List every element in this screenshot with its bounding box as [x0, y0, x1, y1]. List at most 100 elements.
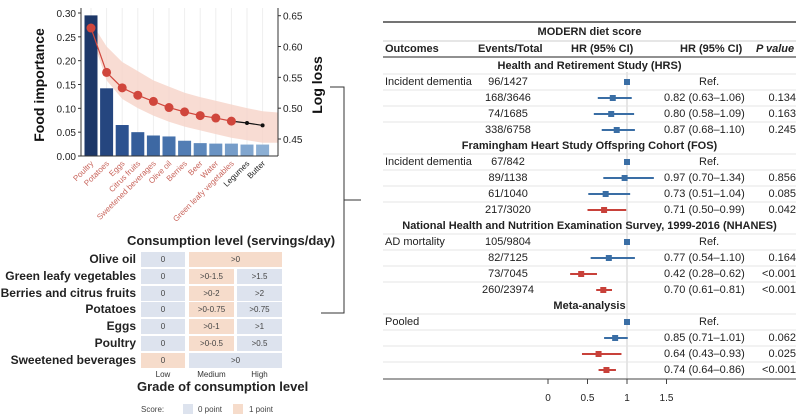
bar-butter [256, 144, 270, 156]
hr-marker [612, 335, 619, 341]
y2-tick-label: 0.55 [283, 73, 303, 84]
legend-label-1: 1 point [249, 405, 274, 414]
p-value: 0.134 [768, 92, 796, 104]
y-axis-title: Food importance [31, 28, 47, 142]
events-total: 168/3646 [485, 92, 531, 104]
x-tick-label: Butter [246, 159, 268, 181]
column-header: HR (95% CI) [680, 43, 743, 55]
group-header: Meta-analysis [553, 300, 626, 312]
hr-marker [601, 207, 608, 213]
bar-olive-oil [162, 136, 176, 156]
hr-text: 0.82 (0.63–1.06) [664, 92, 745, 104]
hr-marker [602, 191, 609, 197]
bar-sweetened-beverages [146, 135, 160, 156]
column-header: P value [756, 43, 795, 55]
hr-text: 0.97 (0.70–1.34) [664, 172, 745, 184]
bracket [321, 86, 345, 314]
score-cell: >0.75 [237, 302, 282, 318]
y-tick-label: 0.05 [57, 128, 77, 139]
log-loss-point [260, 123, 265, 128]
events-total: 338/6758 [485, 124, 531, 136]
hr-marker [613, 127, 620, 133]
p-value: <0.001 [762, 268, 796, 280]
hr-text: 0.87 (0.68–1.10) [664, 124, 745, 136]
log-loss-point [195, 111, 205, 121]
events-total: 89/1138 [488, 172, 528, 184]
bar-potatoes [100, 88, 114, 156]
score-cell: >0.5 [237, 336, 282, 351]
y-tick-label: 0.30 [57, 9, 77, 20]
events-total: 105/9804 [485, 236, 531, 248]
legend-title: Score: [141, 405, 165, 414]
score-cell: >0-2 [189, 285, 234, 301]
y-tick-label: 0.00 [57, 152, 77, 163]
p-value: <0.001 [762, 284, 796, 296]
row-label-berries-and-citrus-fruits: Berries and citrus fruits [0, 285, 136, 300]
bar-beer [193, 143, 207, 156]
hr-marker [621, 175, 628, 181]
score-cell: 0 [141, 319, 185, 335]
hr-text: 0.42 (0.28–0.62) [664, 268, 745, 280]
p-value: 0.042 [768, 204, 796, 216]
y2-tick-label: 0.50 [283, 104, 303, 115]
score-cell: >1 [237, 319, 282, 335]
score-cell: 0 [141, 285, 185, 301]
hr-marker [624, 319, 630, 325]
events-total: 96/1427 [488, 76, 528, 88]
hr-text: Ref. [699, 316, 720, 328]
forest-title: MODERN diet score [537, 26, 642, 38]
x-tick-label: 1.5 [660, 393, 674, 404]
log-loss-point [148, 96, 158, 106]
bar-poultry [84, 15, 98, 157]
column-header: Outcomes [385, 43, 439, 55]
log-loss-point [117, 83, 127, 93]
group-header: Health and Retirement Study (HRS) [497, 60, 682, 72]
p-value: 0.245 [768, 124, 796, 136]
p-value: 0.163 [768, 108, 796, 120]
score-cell: >0-1.5 [189, 268, 234, 284]
events-total: 73/7045 [488, 268, 528, 280]
y2-tick-label: 0.60 [283, 43, 303, 54]
x-tick-label: 0.5 [581, 393, 595, 404]
y2-tick-label: 0.45 [283, 135, 303, 146]
outcome-label: Pooled [385, 316, 420, 328]
hr-marker [624, 79, 630, 85]
log-loss-point [245, 120, 249, 125]
hr-text: 0.70 (0.61–0.81) [664, 284, 745, 296]
bar-legumes [240, 144, 254, 156]
hr-marker [605, 255, 612, 261]
p-value: <0.001 [762, 364, 796, 376]
legend-label-0: 0 point [198, 405, 223, 414]
consumption-title: Consumption level (servings/day) [127, 233, 336, 248]
y-tick-label: 0.15 [57, 81, 77, 92]
column-label-medium: Medium [197, 370, 226, 379]
score-cell: >2 [237, 285, 282, 301]
legend-swatch-1 [233, 404, 243, 414]
hr-text: Ref. [699, 76, 720, 88]
hr-marker [624, 159, 630, 165]
log-loss-point [133, 90, 143, 100]
p-value: 0.164 [768, 252, 796, 264]
row-label-green-leafy-vegetables: Green leafy vegetables [5, 268, 136, 283]
p-value: 0.025 [768, 348, 796, 360]
log-loss-point [211, 113, 221, 123]
hr-marker [600, 287, 607, 293]
row-label-sweetened-beverages: Sweetened beverages [10, 352, 136, 367]
outcome-label: Incident dementia [385, 156, 472, 168]
score-cell: 0 [141, 302, 185, 318]
events-total: 74/1685 [488, 108, 528, 120]
y-tick-label: 0.20 [57, 57, 77, 68]
row-label-potatoes: Potatoes [85, 302, 136, 317]
bar-citrus-fruits [131, 132, 145, 156]
column-header: Events/Total [478, 43, 543, 55]
column-label-low: Low [155, 370, 171, 379]
y2-axis-title: Log loss [309, 56, 325, 114]
score-cell: 0 [141, 336, 185, 351]
x-tick-label: 1 [624, 393, 630, 404]
hr-text: 0.77 (0.54–1.10) [664, 252, 745, 264]
hr-text: 0.71 (0.50–0.99) [664, 204, 745, 216]
y-tick-label: 0.25 [57, 33, 77, 44]
events-total: 61/1040 [488, 188, 528, 200]
log-loss-line [90, 27, 232, 122]
